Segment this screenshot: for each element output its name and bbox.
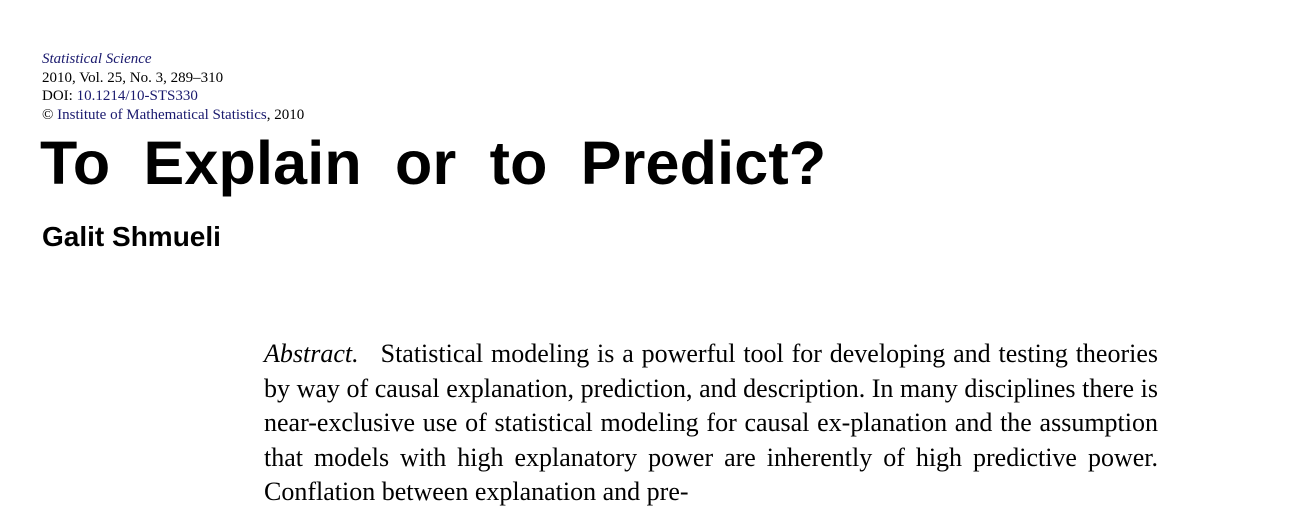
volume-info: 2010, Vol. 25, No. 3, 289–310	[42, 69, 224, 86]
publisher-link[interactable]: Institute of Mathematical Statistics	[57, 106, 267, 123]
doi-label: DOI:	[42, 88, 77, 104]
author-name: Galit Shmueli	[42, 221, 221, 252]
copyright-year: , 2010	[266, 106, 305, 123]
copyright-symbol: ©	[42, 106, 58, 123]
doi-link[interactable]: 10.1214/10-STS330	[76, 88, 198, 104]
abstract-text: Statistical modeling is a powerful tool …	[264, 339, 1158, 507]
abstract-label: Abstract.	[264, 339, 359, 368]
paper-title: To Explain or to Predict?	[40, 129, 827, 197]
journal-name-link[interactable]: Statistical Science	[42, 51, 152, 67]
abstract-paragraph: Abstract. Statistical modeling is a power…	[264, 337, 1158, 510]
journal-header: Statistical Science 2010, Vol. 25, No. 3…	[42, 50, 304, 124]
